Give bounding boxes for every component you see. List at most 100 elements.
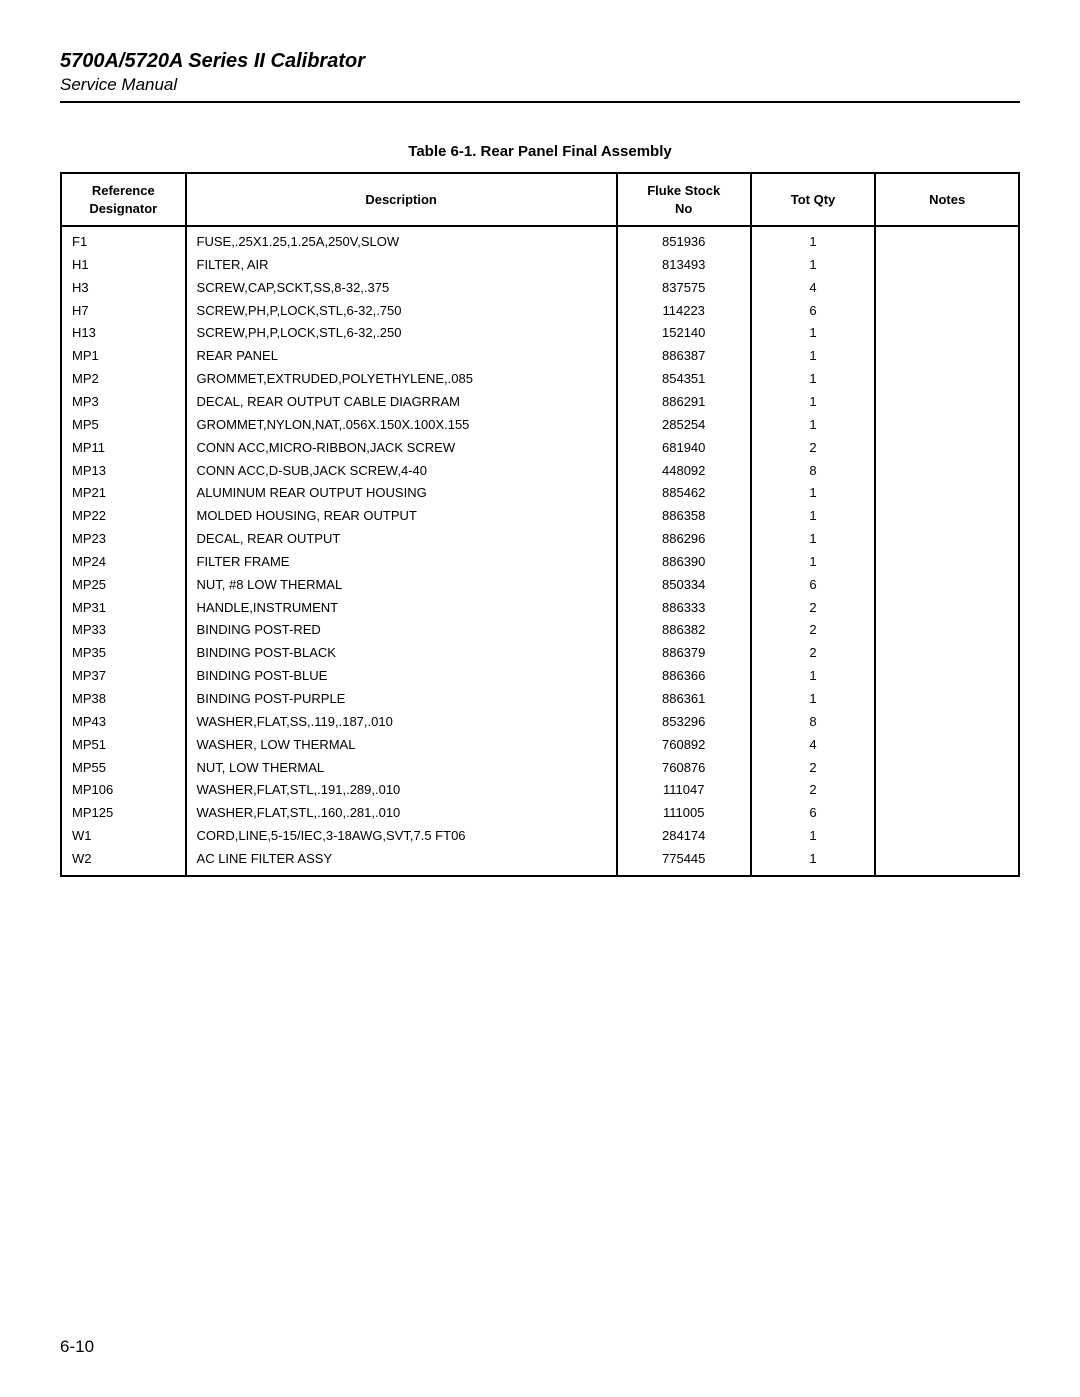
cell-stock-no: 886291 <box>617 391 751 414</box>
table-row: MP22MOLDED HOUSING, REAR OUTPUT8863581 <box>61 505 1019 528</box>
cell-notes <box>875 505 1019 528</box>
cell-reference: W1 <box>61 825 186 848</box>
document-subtitle: Service Manual <box>60 75 1020 95</box>
cell-stock-no: 111047 <box>617 779 751 802</box>
cell-tot-qty: 2 <box>751 597 876 620</box>
cell-reference: MP38 <box>61 688 186 711</box>
cell-description: SCREW,PH,P,LOCK,STL,6-32,.750 <box>186 300 617 323</box>
cell-description: BINDING POST-RED <box>186 619 617 642</box>
cell-notes <box>875 345 1019 368</box>
cell-notes <box>875 711 1019 734</box>
cell-tot-qty: 1 <box>751 414 876 437</box>
cell-description: MOLDED HOUSING, REAR OUTPUT <box>186 505 617 528</box>
cell-reference: MP106 <box>61 779 186 802</box>
cell-stock-no: 760876 <box>617 757 751 780</box>
cell-description: SCREW,CAP,SCKT,SS,8-32,.375 <box>186 277 617 300</box>
table-row: MP35BINDING POST-BLACK8863792 <box>61 642 1019 665</box>
cell-tot-qty: 1 <box>751 368 876 391</box>
cell-notes <box>875 437 1019 460</box>
cell-description: DECAL, REAR OUTPUT CABLE DIAGRRAM <box>186 391 617 414</box>
table-row: MP125WASHER,FLAT,STL,.160,.281,.01011100… <box>61 802 1019 825</box>
cell-description: HANDLE,INSTRUMENT <box>186 597 617 620</box>
table-row: H1FILTER, AIR8134931 <box>61 254 1019 277</box>
table-row: H3SCREW,CAP,SCKT,SS,8-32,.3758375754 <box>61 277 1019 300</box>
cell-tot-qty: 2 <box>751 437 876 460</box>
cell-notes <box>875 300 1019 323</box>
cell-tot-qty: 1 <box>751 254 876 277</box>
cell-notes <box>875 322 1019 345</box>
cell-tot-qty: 6 <box>751 300 876 323</box>
table-row: MP51WASHER, LOW THERMAL7608924 <box>61 734 1019 757</box>
cell-tot-qty: 2 <box>751 642 876 665</box>
cell-description: REAR PANEL <box>186 345 617 368</box>
cell-description: BINDING POST-BLUE <box>186 665 617 688</box>
cell-tot-qty: 1 <box>751 825 876 848</box>
table-row: W2AC LINE FILTER ASSY7754451 <box>61 848 1019 876</box>
cell-stock-no: 813493 <box>617 254 751 277</box>
cell-reference: MP55 <box>61 757 186 780</box>
cell-stock-no: 775445 <box>617 848 751 876</box>
cell-description: FUSE,.25X1.25,1.25A,250V,SLOW <box>186 226 617 254</box>
cell-description: NUT, #8 LOW THERMAL <box>186 574 617 597</box>
cell-reference: H13 <box>61 322 186 345</box>
cell-stock-no: 886390 <box>617 551 751 574</box>
cell-notes <box>875 368 1019 391</box>
cell-stock-no: 886358 <box>617 505 751 528</box>
cell-notes <box>875 757 1019 780</box>
cell-tot-qty: 1 <box>751 528 876 551</box>
page-header: 5700A/5720A Series II Calibrator Service… <box>60 50 1020 103</box>
cell-stock-no: 114223 <box>617 300 751 323</box>
table-row: W1CORD,LINE,5-15/IEC,3-18AWG,SVT,7.5 FT0… <box>61 825 1019 848</box>
cell-description: CONN ACC,MICRO-RIBBON,JACK SCREW <box>186 437 617 460</box>
cell-notes <box>875 391 1019 414</box>
cell-notes <box>875 277 1019 300</box>
cell-notes <box>875 597 1019 620</box>
cell-description: NUT, LOW THERMAL <box>186 757 617 780</box>
cell-description: GROMMET,EXTRUDED,POLYETHYLENE,.085 <box>186 368 617 391</box>
cell-stock-no: 284174 <box>617 825 751 848</box>
cell-reference: MP22 <box>61 505 186 528</box>
cell-reference: MP25 <box>61 574 186 597</box>
parts-table: ReferenceDesignator Description Fluke St… <box>60 172 1020 877</box>
cell-notes <box>875 642 1019 665</box>
cell-reference: MP43 <box>61 711 186 734</box>
cell-notes <box>875 254 1019 277</box>
cell-tot-qty: 6 <box>751 802 876 825</box>
cell-stock-no: 111005 <box>617 802 751 825</box>
cell-notes <box>875 734 1019 757</box>
cell-description: ALUMINUM REAR OUTPUT HOUSING <box>186 482 617 505</box>
cell-notes <box>875 779 1019 802</box>
cell-notes <box>875 414 1019 437</box>
cell-stock-no: 886333 <box>617 597 751 620</box>
table-row: MP1REAR PANEL8863871 <box>61 345 1019 368</box>
cell-stock-no: 152140 <box>617 322 751 345</box>
cell-description: DECAL, REAR OUTPUT <box>186 528 617 551</box>
cell-reference: H7 <box>61 300 186 323</box>
cell-tot-qty: 1 <box>751 551 876 574</box>
cell-notes <box>875 482 1019 505</box>
cell-reference: MP24 <box>61 551 186 574</box>
table-row: H7SCREW,PH,P,LOCK,STL,6-32,.7501142236 <box>61 300 1019 323</box>
cell-stock-no: 853296 <box>617 711 751 734</box>
cell-reference: MP33 <box>61 619 186 642</box>
cell-stock-no: 681940 <box>617 437 751 460</box>
cell-notes <box>875 226 1019 254</box>
cell-notes <box>875 619 1019 642</box>
table-header-row: ReferenceDesignator Description Fluke St… <box>61 173 1019 226</box>
table-caption: Table 6-1. Rear Panel Final Assembly <box>60 143 1020 160</box>
cell-notes <box>875 665 1019 688</box>
cell-reference: MP21 <box>61 482 186 505</box>
cell-notes <box>875 460 1019 483</box>
col-header-stock-no: Fluke StockNo <box>617 173 751 226</box>
cell-description: CONN ACC,D-SUB,JACK SCREW,4-40 <box>186 460 617 483</box>
cell-stock-no: 851936 <box>617 226 751 254</box>
table-row: MP106WASHER,FLAT,STL,.191,.289,.01011104… <box>61 779 1019 802</box>
cell-reference: MP37 <box>61 665 186 688</box>
page-number: 6-10 <box>60 1337 94 1357</box>
cell-reference: MP125 <box>61 802 186 825</box>
table-row: MP3DECAL, REAR OUTPUT CABLE DIAGRRAM8862… <box>61 391 1019 414</box>
cell-description: FILTER FRAME <box>186 551 617 574</box>
table-row: MP13CONN ACC,D-SUB,JACK SCREW,4-40448092… <box>61 460 1019 483</box>
col-header-notes: Notes <box>875 173 1019 226</box>
cell-tot-qty: 4 <box>751 734 876 757</box>
